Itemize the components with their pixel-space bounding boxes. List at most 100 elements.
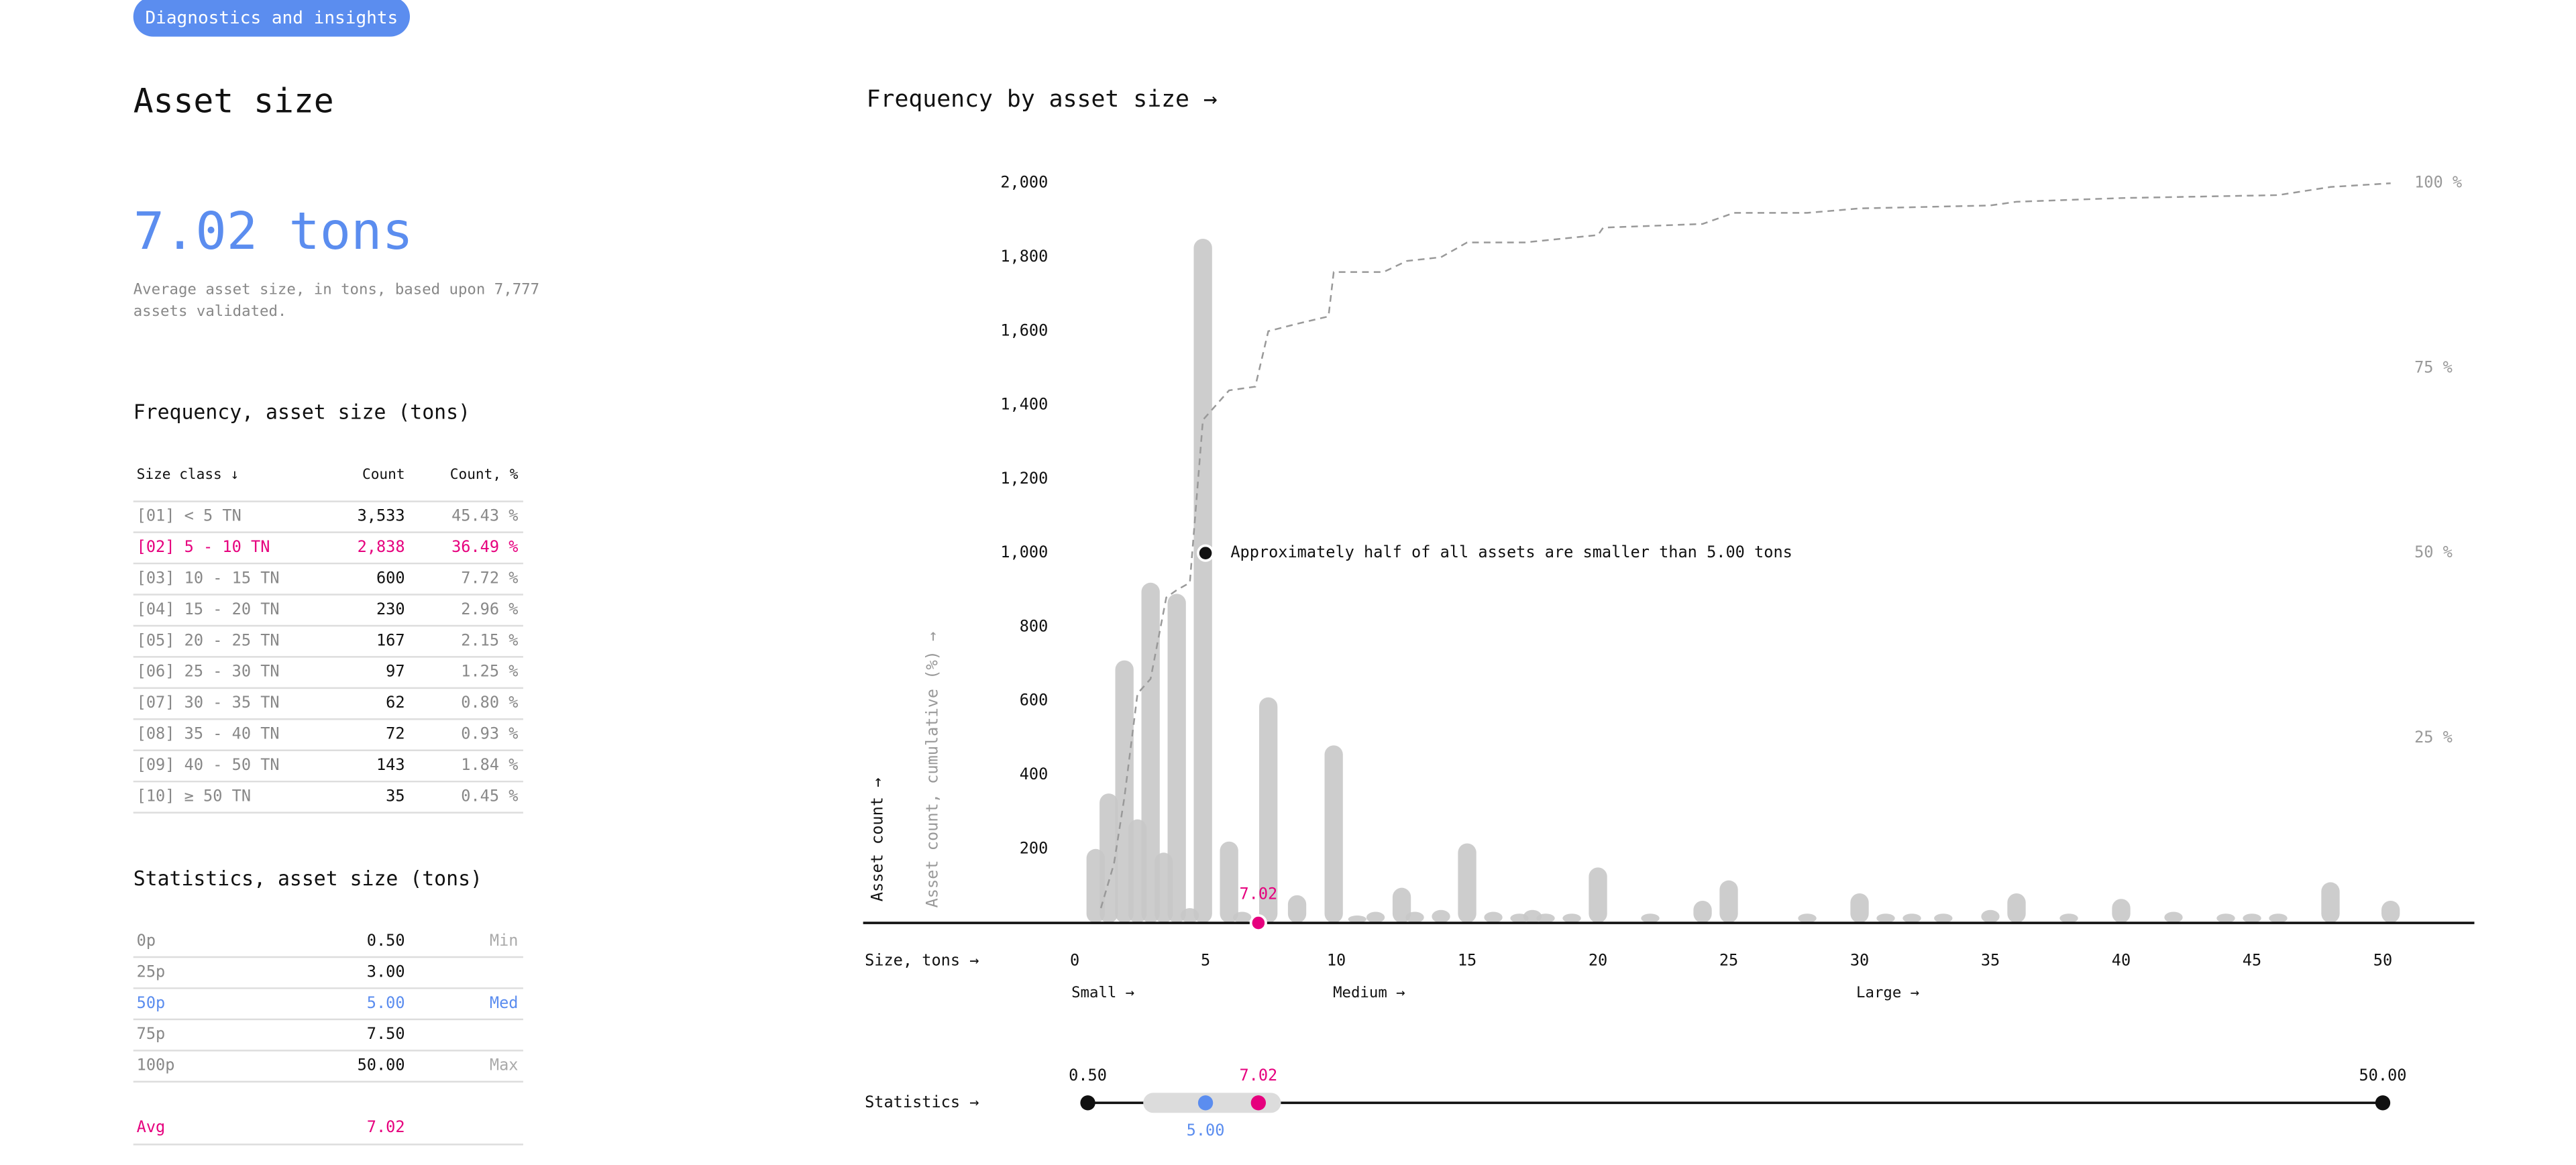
table-cell: 45.43 % [451, 506, 518, 525]
table-cell: 1.84 % [461, 755, 518, 774]
size-class-label: Large → [1856, 984, 1919, 1001]
table-cell: 600 [376, 568, 405, 587]
table-cell: 72 [386, 724, 405, 743]
bar [1167, 594, 1186, 924]
table-cell: [08] 35 - 40 TN [137, 724, 280, 743]
bar [1981, 909, 2000, 924]
bar [1562, 913, 1581, 924]
stat-note: Max [490, 1056, 519, 1074]
table-cell: 0.45 % [461, 787, 518, 806]
y2-axis-label: Asset count, cumulative (%) → [922, 632, 941, 908]
max-label: 50.00 [2359, 1066, 2406, 1085]
table-cell: [10] ≥ 50 TN [137, 787, 251, 806]
table-cell: 35 [386, 787, 405, 806]
bar [1193, 238, 1212, 924]
bar [1484, 911, 1503, 924]
stat-value: 3.00 [367, 962, 405, 981]
bar [1693, 900, 1712, 924]
x-tick-label: 10 [1327, 951, 1346, 970]
mean-marker [1249, 914, 1267, 932]
table-cell: [01] < 5 TN [137, 506, 241, 525]
table-cell: 97 [386, 662, 405, 681]
bar [2243, 913, 2261, 924]
bar [2321, 882, 2340, 924]
bar [1258, 697, 1278, 924]
y2-tick-label: 75 % [2414, 357, 2453, 376]
table-cell: [06] 25 - 30 TN [137, 662, 280, 681]
y-tick-label: 1,800 [1000, 247, 1048, 266]
bar [1589, 867, 1607, 924]
bar [1141, 582, 1160, 924]
table-cell: 143 [376, 755, 405, 774]
median-label: 5.00 [1187, 1121, 1225, 1140]
table-cell: 230 [376, 600, 405, 618]
y-tick-label: 2,000 [1000, 173, 1048, 192]
y2-tick-label: 25 % [2414, 728, 2453, 746]
column-header: Count, % [450, 465, 519, 482]
bar [1876, 913, 1895, 924]
badge [133, 0, 411, 37]
description: assets validated. [133, 302, 287, 320]
stat-label: 75p [137, 1024, 166, 1043]
x-tick-label: 45 [2243, 951, 2261, 970]
bar [1324, 745, 1343, 924]
stat-value: 5.00 [367, 993, 405, 1012]
max-marker [2375, 1095, 2391, 1111]
stat-value: 7.50 [367, 1024, 405, 1043]
bar [1287, 895, 1307, 924]
stat-label: 100p [137, 1056, 175, 1074]
bar [1232, 911, 1252, 924]
stat-label: 25p [137, 962, 166, 981]
table-cell: 62 [386, 693, 405, 712]
bar [1719, 880, 1738, 924]
table-title: Frequency, asset size (tons) [133, 401, 470, 425]
table-cell: [07] 30 - 35 TN [137, 693, 280, 712]
bar [2164, 911, 2183, 924]
table-cell: 0.80 % [461, 693, 518, 712]
table-cell: 3,533 [358, 506, 405, 525]
stat-label: Avg [137, 1117, 166, 1136]
x-tick-label: 15 [1458, 951, 1477, 970]
bar [1934, 913, 1953, 924]
stat-value: 50.00 [358, 1056, 405, 1074]
stat-label: 50p [137, 993, 166, 1012]
column-header: Count [362, 465, 405, 482]
table-cell: [03] 10 - 15 TN [137, 568, 280, 587]
column-header: Size class ↓ [137, 465, 239, 482]
headline-value: 7.02 tons [133, 202, 413, 262]
x-tick-label: 20 [1589, 951, 1607, 970]
mean-label: 7.02 [1239, 1066, 1277, 1085]
y2-tick-label: 100 % [2414, 173, 2462, 192]
y-tick-label: 1,600 [1000, 321, 1048, 339]
y-tick-label: 1,200 [1000, 469, 1048, 488]
table-title: Statistics, asset size (tons) [133, 867, 482, 891]
y-tick-label: 200 [1020, 838, 1049, 857]
bar [2059, 913, 2078, 924]
size-class-label: Medium → [1333, 984, 1405, 1001]
y-axis-label: Asset count → [867, 778, 886, 902]
bar [2007, 893, 2026, 924]
bar [1099, 793, 1118, 924]
bar [1432, 909, 1450, 924]
strip-label: Statistics → [865, 1093, 979, 1111]
x-tick-label: 35 [1981, 951, 2000, 970]
bar [1348, 916, 1366, 924]
x-tick-label: 0 [1070, 951, 1079, 970]
bar [1902, 913, 1921, 924]
table-cell: 2,838 [358, 537, 405, 556]
x-tick-label: 25 [1719, 951, 1738, 970]
table-cell: 2.15 % [461, 630, 518, 649]
y2-tick-label: 50 % [2414, 543, 2453, 561]
bar [2112, 899, 2131, 924]
bar [1458, 843, 1477, 924]
x-tick-label: 30 [1850, 951, 1869, 970]
stat-label: 0p [137, 931, 156, 950]
x-tick-label: 40 [2112, 951, 2131, 970]
table-cell: 2.96 % [461, 600, 518, 618]
badge-text: Diagnostics and insights [145, 8, 398, 28]
stat-value: 7.02 [367, 1117, 405, 1136]
min-label: 0.50 [1069, 1066, 1107, 1085]
page-title: Asset size [133, 82, 334, 121]
